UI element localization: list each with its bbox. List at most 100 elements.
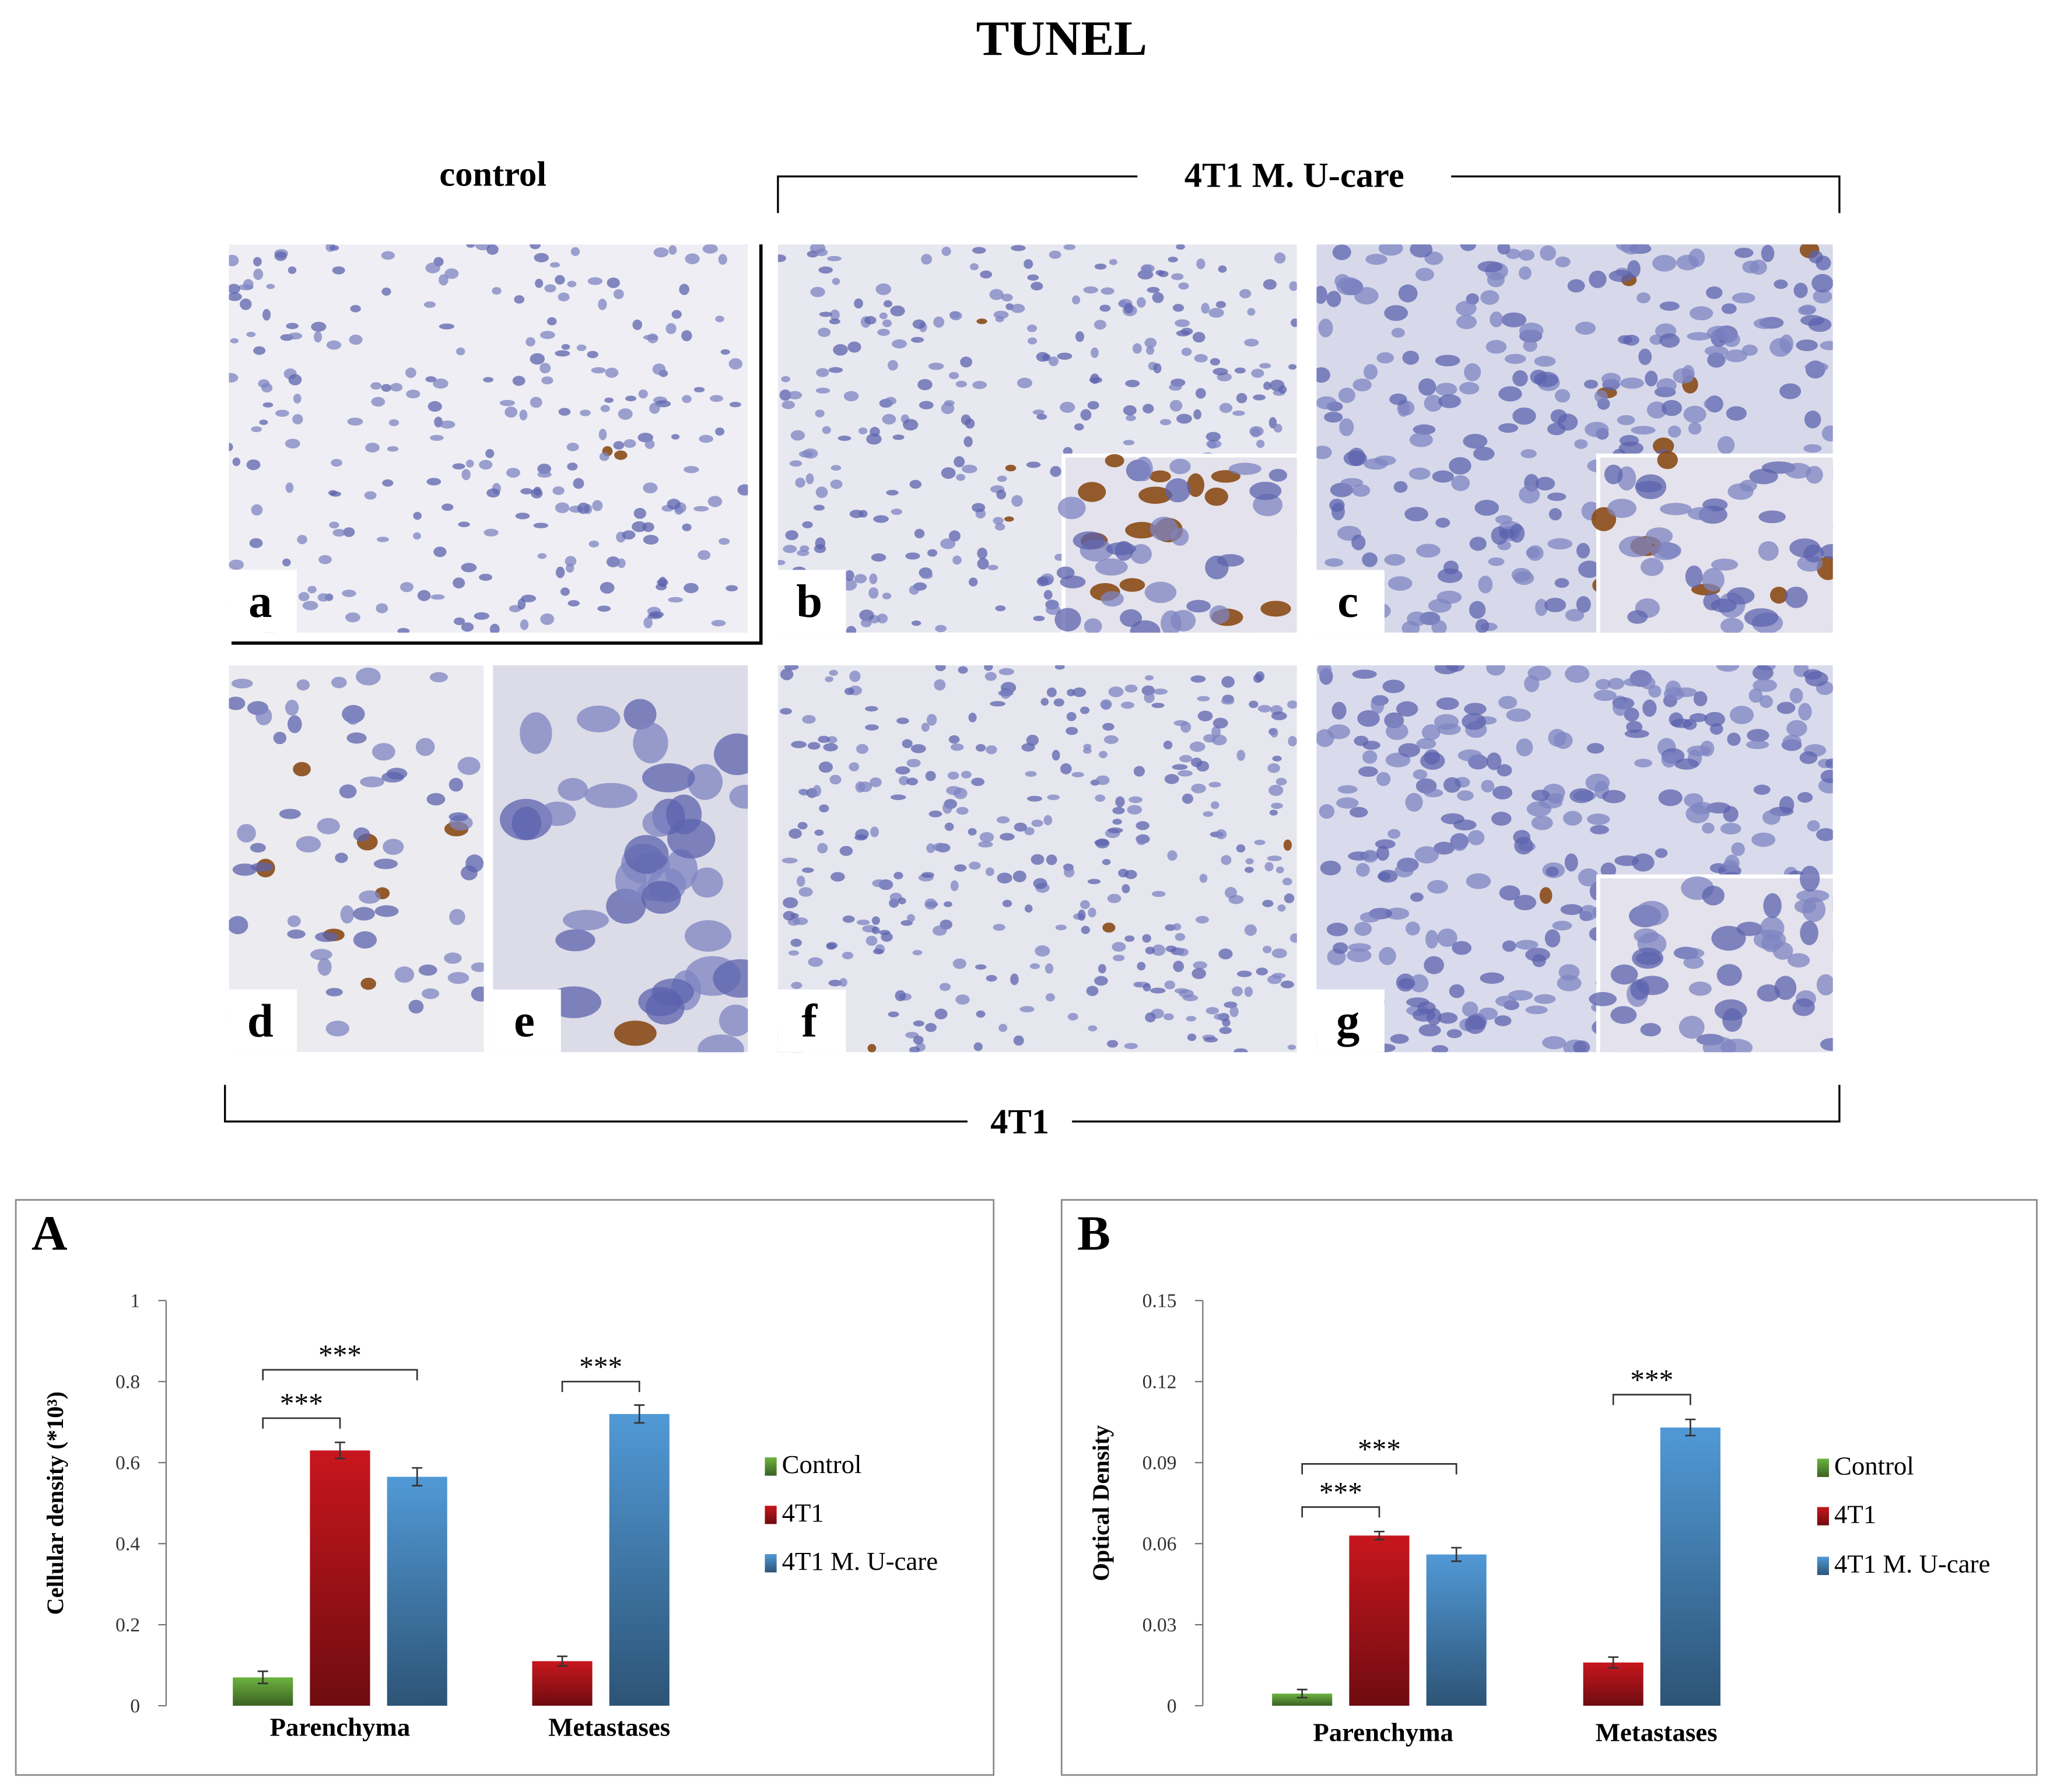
cell xyxy=(651,979,694,1006)
cell xyxy=(682,523,692,531)
cell xyxy=(1595,679,1611,690)
cell xyxy=(1017,377,1032,388)
cell xyxy=(566,443,579,451)
cell xyxy=(1508,990,1533,1001)
cell xyxy=(288,374,302,385)
cell xyxy=(448,777,464,792)
micrograph-bg xyxy=(229,665,484,1053)
cell xyxy=(1174,988,1189,994)
cell xyxy=(914,528,925,539)
cell xyxy=(842,952,854,959)
cell xyxy=(1362,750,1378,764)
cell xyxy=(332,266,345,275)
cell xyxy=(972,503,986,513)
cell xyxy=(668,245,677,255)
cell xyxy=(1239,289,1252,299)
cell xyxy=(1785,586,1808,608)
cell xyxy=(1336,797,1359,809)
cell xyxy=(819,804,829,813)
cell xyxy=(1384,305,1408,321)
cell xyxy=(976,1010,986,1018)
cell xyxy=(1011,245,1026,251)
cell xyxy=(1152,688,1168,695)
cell xyxy=(882,592,892,599)
cell xyxy=(1385,723,1408,741)
cell xyxy=(826,255,842,261)
chart: B Optical Density 0 0.03 0.06 0.09 0.12 0.15 Par… xyxy=(1060,1199,2038,1776)
cell xyxy=(427,401,442,412)
cell xyxy=(253,257,262,266)
cell xyxy=(530,353,545,365)
cell xyxy=(1144,675,1154,681)
cell xyxy=(273,731,287,745)
cell xyxy=(345,612,360,623)
cell xyxy=(913,1020,924,1027)
cell xyxy=(540,613,555,625)
cell xyxy=(933,316,945,328)
cell xyxy=(1727,587,1755,605)
cell xyxy=(1519,249,1535,261)
cell xyxy=(1548,508,1562,521)
cell xyxy=(249,538,263,548)
cell xyxy=(1282,878,1292,886)
cell xyxy=(604,397,614,403)
cell xyxy=(1431,1045,1449,1053)
cell xyxy=(780,668,794,681)
cell xyxy=(1632,947,1664,969)
cell xyxy=(913,1035,924,1045)
letter-box xyxy=(1316,570,1385,633)
cell xyxy=(1316,396,1337,409)
cell xyxy=(605,367,619,378)
cell xyxy=(519,409,528,420)
cell xyxy=(614,450,628,460)
cell xyxy=(868,587,879,599)
cell xyxy=(394,966,415,983)
cell xyxy=(1499,885,1520,901)
cell xyxy=(1473,447,1495,461)
significance-bracket xyxy=(262,1417,341,1429)
cell xyxy=(998,690,1014,697)
cell xyxy=(489,623,500,633)
cell xyxy=(941,467,956,479)
cell xyxy=(372,743,395,761)
cell xyxy=(426,792,446,806)
cell xyxy=(1163,741,1173,750)
cell xyxy=(1565,609,1585,622)
cell xyxy=(297,535,307,545)
cell xyxy=(1283,839,1292,851)
cell xyxy=(1033,878,1047,889)
cell xyxy=(1705,286,1723,299)
cell xyxy=(1451,833,1468,851)
cell xyxy=(1474,500,1499,516)
cell xyxy=(653,247,669,258)
cell xyxy=(917,378,933,391)
cell xyxy=(1190,675,1206,683)
cell xyxy=(1435,383,1457,396)
cell xyxy=(1753,318,1776,329)
cell xyxy=(1236,392,1247,404)
cell xyxy=(711,620,726,627)
cell xyxy=(1630,979,1650,1000)
cell xyxy=(1793,282,1808,299)
cell xyxy=(632,521,647,532)
cell xyxy=(517,598,526,610)
cell xyxy=(346,732,367,744)
cell xyxy=(461,865,478,881)
cell xyxy=(457,756,481,775)
cell xyxy=(1693,691,1708,707)
cell xyxy=(737,484,748,496)
cell xyxy=(1514,836,1533,855)
cell xyxy=(1813,289,1832,304)
cell xyxy=(546,317,557,326)
cell xyxy=(1141,265,1152,274)
cell xyxy=(860,618,872,627)
cell xyxy=(1087,401,1099,410)
cell xyxy=(274,251,287,261)
cell xyxy=(1462,1001,1478,1018)
cell xyxy=(943,901,952,907)
cell xyxy=(1589,270,1607,289)
cell xyxy=(1409,432,1434,447)
cell xyxy=(1434,714,1459,730)
cell xyxy=(698,550,711,560)
cell xyxy=(864,315,877,325)
